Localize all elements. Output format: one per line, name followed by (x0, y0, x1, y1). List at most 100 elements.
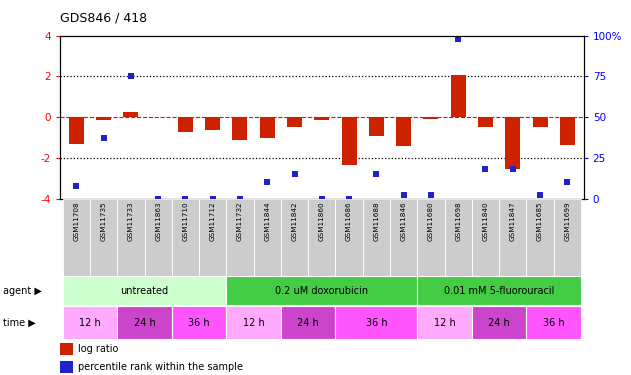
Bar (281, 306, 336, 339)
Text: log ratio: log ratio (78, 344, 119, 354)
Bar (451, 75, 466, 117)
Bar (260, 117, 274, 138)
Bar (205, 117, 220, 130)
Text: GSM11688: GSM11688 (374, 202, 379, 242)
Text: 24 h: 24 h (134, 318, 155, 327)
Text: 12 h: 12 h (79, 318, 101, 327)
Text: 36 h: 36 h (188, 318, 210, 327)
Bar (287, 117, 302, 128)
Text: GSM11708: GSM11708 (73, 202, 80, 242)
Text: GSM11860: GSM11860 (319, 202, 325, 242)
Text: 36 h: 36 h (543, 318, 565, 327)
Point (153, 196, 163, 202)
Text: GSM11846: GSM11846 (401, 202, 406, 242)
Text: 0.2 uM doxorubicin: 0.2 uM doxorubicin (275, 286, 369, 296)
Bar (472, 306, 526, 339)
Bar (227, 306, 281, 339)
Bar (417, 199, 445, 276)
Point (562, 180, 572, 186)
Bar (62, 199, 90, 276)
Point (235, 196, 245, 202)
Text: GSM11710: GSM11710 (182, 202, 189, 242)
Bar (341, 117, 357, 165)
Point (98, 135, 109, 141)
Text: GSM11735: GSM11735 (100, 202, 107, 242)
Bar (117, 306, 172, 339)
Bar (505, 117, 520, 169)
Bar (232, 117, 247, 140)
Bar (69, 117, 84, 144)
Text: 24 h: 24 h (297, 318, 319, 327)
Text: GSM11698: GSM11698 (455, 202, 461, 242)
Text: 0.01 mM 5-fluorouracil: 0.01 mM 5-fluorouracil (444, 286, 554, 296)
Text: GSM11712: GSM11712 (209, 202, 216, 242)
Text: GSM11733: GSM11733 (128, 202, 134, 242)
Text: GSM11686: GSM11686 (346, 202, 352, 242)
Text: time ▶: time ▶ (3, 318, 36, 327)
Bar (178, 117, 193, 132)
Bar (172, 306, 227, 339)
Bar (62, 276, 227, 305)
Bar (144, 199, 172, 276)
Text: untreated: untreated (121, 286, 168, 296)
Text: GDS846 / 418: GDS846 / 418 (60, 11, 147, 24)
Text: 12 h: 12 h (433, 318, 456, 327)
Text: GSM11699: GSM11699 (564, 202, 570, 242)
Bar (417, 306, 472, 339)
Text: GSM11863: GSM11863 (155, 202, 161, 242)
Point (290, 171, 300, 177)
Text: percentile rank within the sample: percentile rank within the sample (78, 362, 244, 372)
Point (208, 196, 218, 202)
Bar (308, 199, 336, 276)
Bar (254, 199, 281, 276)
Bar (90, 199, 117, 276)
Bar (227, 276, 417, 305)
Bar (533, 117, 548, 128)
Bar (227, 199, 254, 276)
Bar (390, 199, 417, 276)
Point (399, 192, 409, 198)
Bar (478, 117, 493, 128)
Text: 12 h: 12 h (243, 318, 264, 327)
Bar (60, 361, 73, 373)
Bar (117, 199, 144, 276)
Bar (60, 343, 73, 355)
Bar (560, 117, 575, 145)
Bar (363, 199, 390, 276)
Bar (336, 306, 417, 339)
Bar (526, 199, 553, 276)
Point (426, 192, 436, 198)
Point (453, 36, 463, 42)
Text: 24 h: 24 h (488, 318, 510, 327)
Text: GSM11732: GSM11732 (237, 202, 243, 242)
Bar (396, 117, 411, 146)
Point (508, 166, 518, 172)
Bar (96, 117, 111, 120)
Point (480, 166, 490, 172)
Bar (314, 117, 329, 120)
Point (535, 192, 545, 198)
Bar (445, 199, 472, 276)
Point (344, 196, 354, 202)
Point (262, 180, 273, 186)
Bar (62, 306, 117, 339)
Text: GSM11844: GSM11844 (264, 202, 270, 242)
Bar (172, 199, 199, 276)
Point (71, 183, 81, 189)
Bar (336, 199, 363, 276)
Text: GSM11685: GSM11685 (537, 202, 543, 242)
Text: GSM11847: GSM11847 (510, 202, 516, 242)
Text: 36 h: 36 h (365, 318, 387, 327)
Point (126, 74, 136, 80)
Bar (124, 112, 138, 117)
Bar (472, 199, 499, 276)
Text: agent ▶: agent ▶ (3, 286, 42, 296)
Text: GSM11842: GSM11842 (292, 202, 298, 242)
Bar (553, 199, 581, 276)
Bar (499, 199, 526, 276)
Point (371, 171, 381, 177)
Point (180, 196, 191, 202)
Bar (369, 117, 384, 135)
Point (317, 196, 327, 202)
Text: GSM11680: GSM11680 (428, 202, 434, 242)
